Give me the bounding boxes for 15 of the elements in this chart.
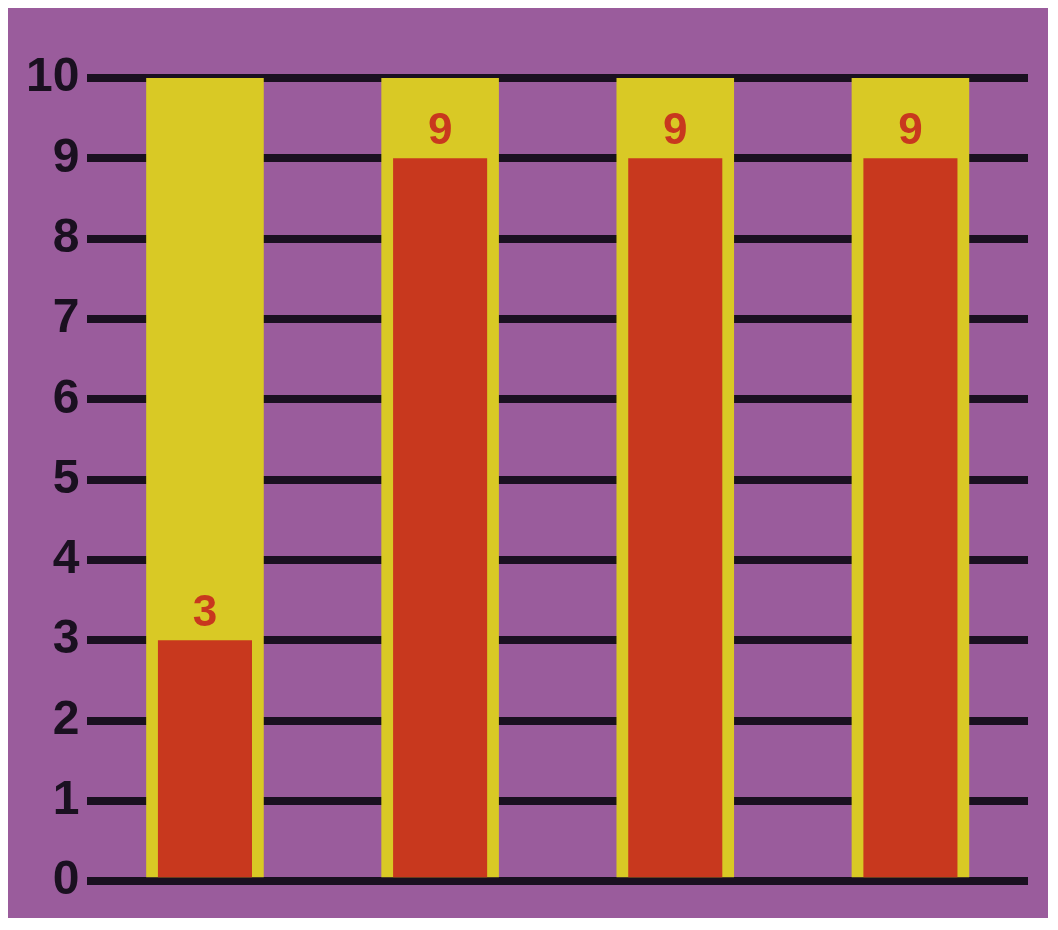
data-label: 9 — [663, 104, 688, 154]
y-tick-label: 1 — [52, 771, 80, 825]
y-tick-label: 5 — [52, 449, 80, 503]
y-tick-label: 7 — [52, 289, 80, 343]
y-tick-label: 6 — [52, 369, 80, 423]
data-label: 9 — [427, 104, 453, 154]
data-label: 9 — [898, 104, 923, 154]
y-tick-label: 2 — [52, 690, 80, 744]
y-tick-label: 9 — [52, 128, 80, 182]
y-tick-label: 3 — [52, 610, 80, 664]
y-tick-label: 8 — [52, 208, 80, 262]
y-tick-label: 0 — [52, 851, 80, 905]
y-tick-label: 10 — [26, 48, 80, 102]
data-label: 3 — [192, 586, 218, 636]
y-tick-label: 4 — [52, 530, 80, 584]
